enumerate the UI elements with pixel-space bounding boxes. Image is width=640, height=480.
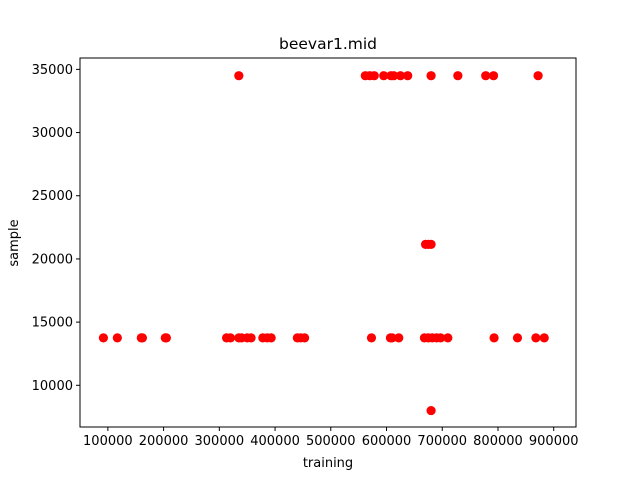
x-tick-label: 600000 bbox=[362, 434, 412, 449]
data-point bbox=[387, 333, 397, 343]
data-point bbox=[379, 71, 389, 81]
y-axis-label: sample bbox=[7, 219, 22, 266]
y-tick-label: 10000 bbox=[32, 379, 73, 394]
x-tick-label: 900000 bbox=[529, 434, 579, 449]
data-point bbox=[137, 333, 148, 343]
data-point bbox=[395, 71, 406, 81]
data-point bbox=[481, 71, 491, 81]
data-point bbox=[426, 71, 436, 81]
data-point bbox=[512, 333, 523, 343]
x-tick-label: 400000 bbox=[250, 434, 300, 449]
data-point bbox=[453, 71, 463, 81]
data-point bbox=[112, 333, 122, 343]
data-point bbox=[161, 333, 171, 343]
y-tick-label: 25000 bbox=[32, 189, 73, 204]
y-axis-ticks: 10000 15000 20000 25000 30000 35000 bbox=[32, 63, 80, 394]
data-point bbox=[488, 71, 499, 81]
y-tick-label: 35000 bbox=[32, 63, 73, 78]
x-axis-ticks: 100000 200000 300000 400000 500000 600000 7000… bbox=[83, 427, 579, 449]
x-tick-label: 200000 bbox=[139, 434, 189, 449]
data-point bbox=[389, 71, 399, 81]
data-point bbox=[539, 333, 549, 343]
data-points bbox=[98, 71, 549, 416]
x-tick-label: 700000 bbox=[417, 434, 467, 449]
x-tick-label: 100000 bbox=[83, 434, 133, 449]
data-point bbox=[489, 333, 499, 343]
data-point bbox=[366, 333, 377, 343]
data-point bbox=[369, 71, 379, 81]
data-point bbox=[299, 333, 310, 343]
data-point bbox=[98, 333, 109, 343]
y-tick-label: 20000 bbox=[32, 252, 73, 267]
axes-frame bbox=[79, 57, 577, 428]
data-point bbox=[234, 71, 244, 81]
data-point bbox=[426, 239, 436, 249]
data-point bbox=[394, 333, 404, 343]
data-point bbox=[246, 333, 256, 343]
x-tick-label: 300000 bbox=[195, 434, 245, 449]
data-point bbox=[443, 333, 453, 343]
data-point bbox=[531, 333, 541, 343]
y-tick-label: 30000 bbox=[32, 126, 73, 141]
data-point bbox=[426, 405, 436, 416]
data-point bbox=[435, 333, 446, 343]
data-point bbox=[225, 333, 236, 343]
x-axis-label: training bbox=[303, 456, 353, 471]
chart-title: beevar1.mid bbox=[279, 35, 377, 53]
data-point bbox=[403, 71, 413, 81]
data-point bbox=[533, 71, 543, 81]
x-tick-label: 500000 bbox=[306, 434, 356, 449]
y-tick-label: 15000 bbox=[32, 316, 73, 331]
data-point bbox=[266, 333, 276, 343]
x-tick-label: 800000 bbox=[473, 434, 523, 449]
